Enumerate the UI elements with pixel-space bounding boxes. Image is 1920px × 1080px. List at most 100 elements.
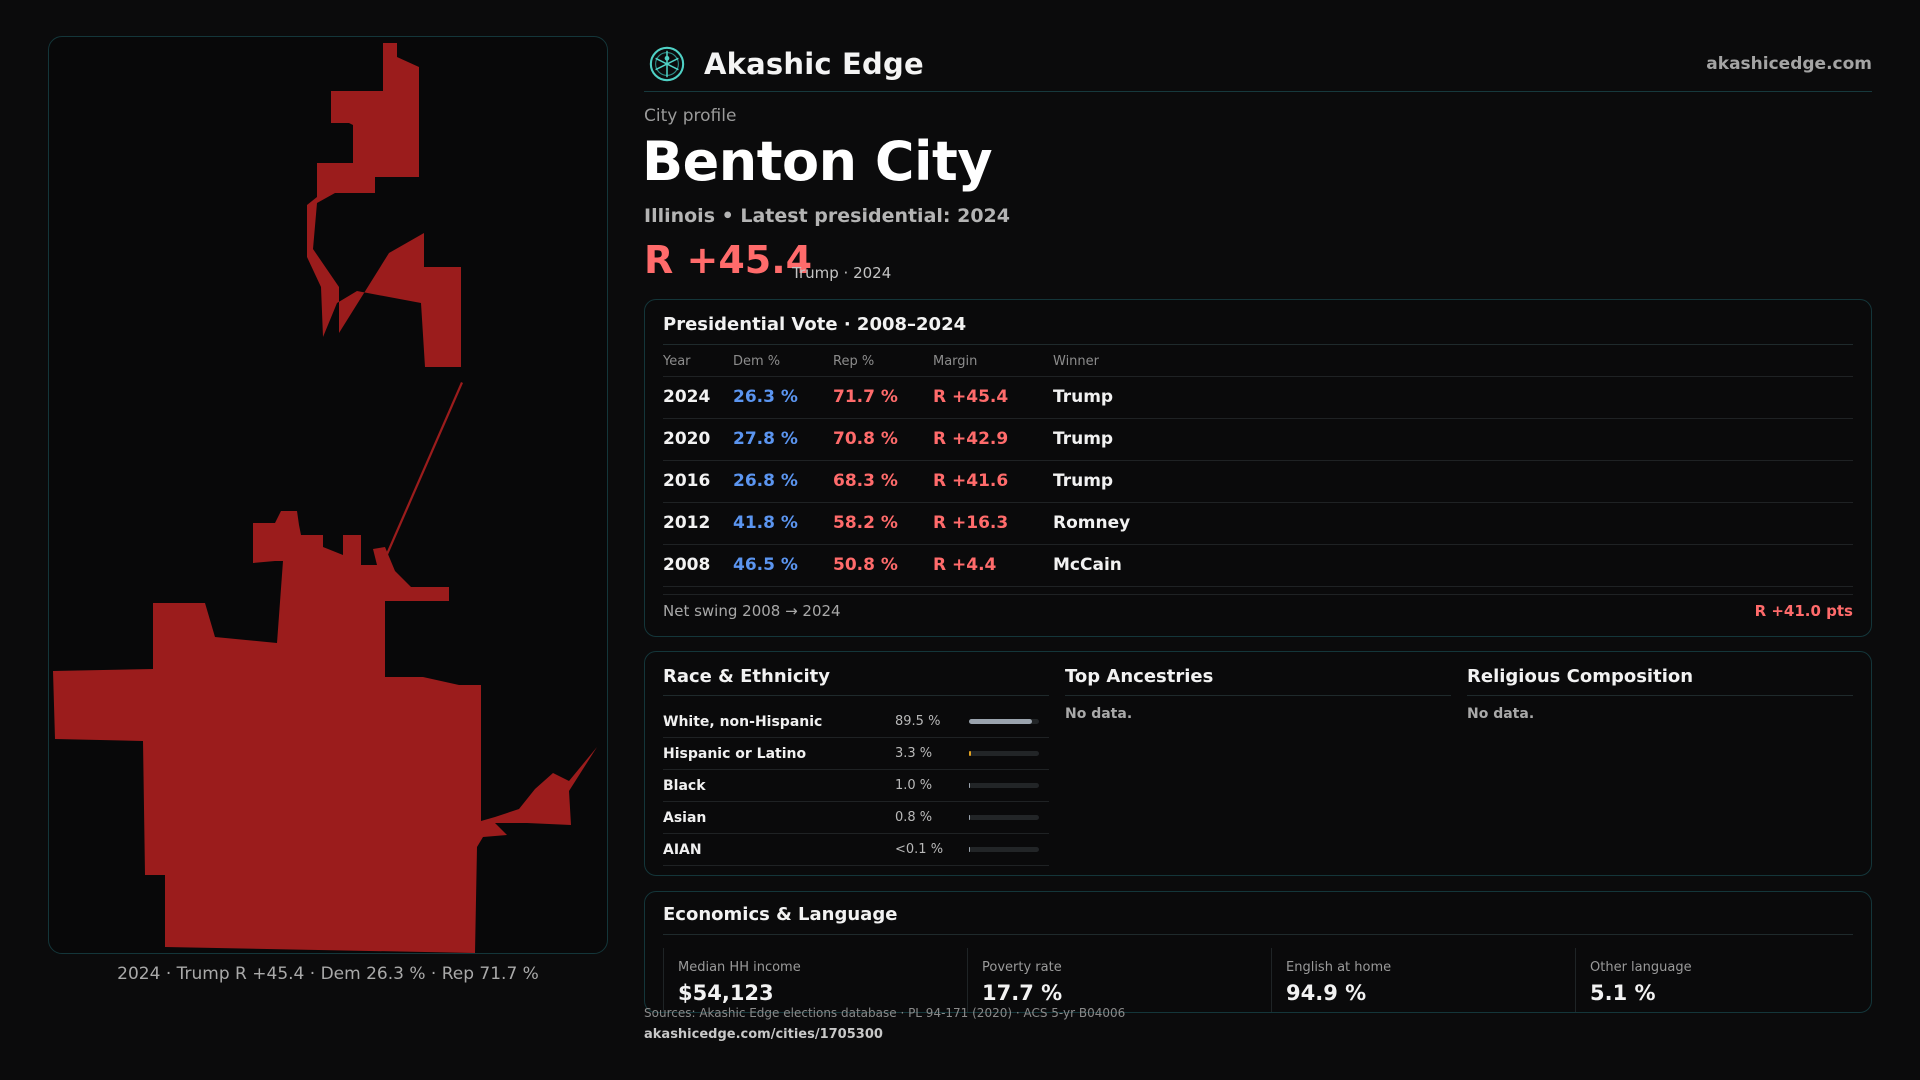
stat-value: 94.9 %: [1286, 981, 1367, 1005]
row-dem-pct: 26.8 %: [733, 460, 833, 503]
row-year: 2008: [663, 544, 733, 587]
row-rep-pct: 70.8 %: [833, 418, 933, 461]
stat-label: Median HH income: [678, 960, 801, 975]
race-pct: 1.0 %: [895, 778, 933, 793]
stat-value: 5.1 %: [1590, 981, 1656, 1005]
race-bar-fill: [969, 847, 971, 852]
ancestries-empty-state: No data.: [1065, 706, 1133, 722]
divider: [663, 344, 1853, 345]
divider: [663, 695, 1049, 696]
row-dem-pct: 26.3 %: [733, 376, 833, 419]
row-year: 2020: [663, 418, 733, 461]
akashic-edge-logo-icon[interactable]: [648, 45, 686, 83]
headline-margin: R +45.4: [644, 238, 813, 282]
table-row: 2020 27.8 % 70.8 % R +42.9 Trump: [663, 418, 1853, 461]
divider: [663, 934, 1853, 935]
race-row: AIAN <0.1 %: [663, 834, 1049, 866]
economics-card-title: Economics & Language: [663, 904, 898, 925]
race-row: Black 1.0 %: [663, 770, 1049, 802]
connector-strip: [385, 382, 463, 557]
city-boundary-polygons: [53, 43, 597, 953]
page-eyebrow: City profile: [644, 106, 737, 126]
race-bar: [969, 751, 1039, 756]
row-dem-pct: 41.8 %: [733, 502, 833, 545]
religion-section-title: Religious Composition: [1467, 666, 1694, 687]
race-label: Black: [663, 777, 706, 794]
divider: [1467, 695, 1853, 696]
vote-table: Year Dem % Rep % Margin Winner 2024 26.3…: [663, 348, 1853, 587]
race-pct: 0.8 %: [895, 810, 933, 825]
row-year: 2024: [663, 376, 733, 419]
race-ethnicity-section: Race & Ethnicity White, non-Hispanic 89.…: [663, 666, 1049, 866]
race-row: Asian 0.8 %: [663, 802, 1049, 834]
race-pct: <0.1 %: [895, 842, 944, 857]
row-winner: Trump: [1053, 376, 1853, 419]
row-winner: Romney: [1053, 502, 1853, 545]
city-boundary-map[interactable]: [48, 36, 608, 954]
stat-label: Poverty rate: [982, 960, 1062, 975]
row-rep-pct: 58.2 %: [833, 502, 933, 545]
row-year: 2012: [663, 502, 733, 545]
race-bar: [969, 815, 1039, 820]
religion-empty-state: No data.: [1467, 706, 1535, 722]
site-header: Akashic Edge akashicedge.com: [644, 36, 1872, 92]
column-header-dem: Dem %: [733, 348, 833, 377]
race-bar-fill: [969, 783, 971, 788]
boundary-shapes: [53, 43, 597, 953]
race-pct: 89.5 %: [895, 714, 941, 729]
main-boundary-parcel: [53, 511, 597, 953]
economics-language-card: Economics & Language Median HH income $5…: [644, 891, 1872, 1013]
stat-label: English at home: [1286, 960, 1392, 975]
map-caption: 2024 · Trump R +45.4 · Dem 26.3 % · Rep …: [117, 964, 539, 984]
stat-other-language: Other language 5.1 %: [1575, 948, 1855, 1012]
race-bar: [969, 719, 1039, 724]
row-rep-pct: 68.3 %: [833, 460, 933, 503]
stat-value: 17.7 %: [982, 981, 1063, 1005]
row-rep-pct: 71.7 %: [833, 376, 933, 419]
race-row: White, non-Hispanic 89.5 %: [663, 706, 1049, 738]
stat-english-at-home: English at home 94.9 %: [1271, 948, 1551, 1012]
stat-value: $54,123: [678, 981, 774, 1005]
stat-median-income: Median HH income $54,123: [663, 948, 943, 1012]
site-domain-link[interactable]: akashicedge.com: [1706, 53, 1872, 74]
race-bar: [969, 783, 1039, 788]
race-label: Hispanic or Latino: [663, 745, 807, 762]
column-header-margin: Margin: [933, 348, 1053, 377]
column-header-rep: Rep %: [833, 348, 933, 377]
race-row: Hispanic or Latino 3.3 %: [663, 738, 1049, 770]
stat-poverty-rate: Poverty rate 17.7 %: [967, 948, 1247, 1012]
row-margin: R +45.4: [933, 376, 1053, 419]
north-boundary-parcel: [307, 43, 461, 367]
net-swing-label: Net swing 2008 → 2024: [663, 601, 841, 620]
row-year: 2016: [663, 460, 733, 503]
race-bar-fill: [969, 815, 971, 820]
table-row: 2024 26.3 % 71.7 % R +45.4 Trump: [663, 376, 1853, 419]
row-margin: R +4.4: [933, 544, 1053, 587]
row-winner: Trump: [1053, 460, 1853, 503]
page-url-link[interactable]: akashicedge.com/cities/1705300: [644, 1027, 883, 1042]
row-margin: R +16.3: [933, 502, 1053, 545]
row-margin: R +41.6: [933, 460, 1053, 503]
page-subtitle: Illinois • Latest presidential: 2024: [644, 205, 1011, 227]
brand-name[interactable]: Akashic Edge: [704, 46, 924, 81]
row-winner: McCain: [1053, 544, 1853, 587]
race-bar-fill: [969, 751, 972, 756]
table-row: 2008 46.5 % 50.8 % R +4.4 McCain: [663, 544, 1853, 587]
race-label: White, non-Hispanic: [663, 713, 823, 730]
net-swing-value: R +41.0 pts: [1754, 601, 1853, 620]
religion-section: Religious Composition No data.: [1467, 666, 1853, 722]
ancestries-section-title: Top Ancestries: [1065, 666, 1214, 687]
vote-card-title: Presidential Vote · 2008–2024: [663, 314, 967, 335]
sources-note: Sources: Akashic Edge elections database…: [644, 1006, 1126, 1020]
race-bar-fill: [969, 719, 1032, 724]
headline-note: Trump · 2024: [792, 264, 892, 282]
net-swing-row: Net swing 2008 → 2024 R +41.0 pts: [663, 594, 1853, 626]
column-header-year: Year: [663, 348, 733, 377]
row-margin: R +42.9: [933, 418, 1053, 461]
race-bar: [969, 847, 1039, 852]
table-row: 2012 41.8 % 58.2 % R +16.3 Romney: [663, 502, 1853, 545]
race-section-title: Race & Ethnicity: [663, 666, 830, 687]
race-pct: 3.3 %: [895, 746, 933, 761]
race-label: Asian: [663, 809, 707, 826]
demographics-card: Race & Ethnicity White, non-Hispanic 89.…: [644, 651, 1872, 876]
